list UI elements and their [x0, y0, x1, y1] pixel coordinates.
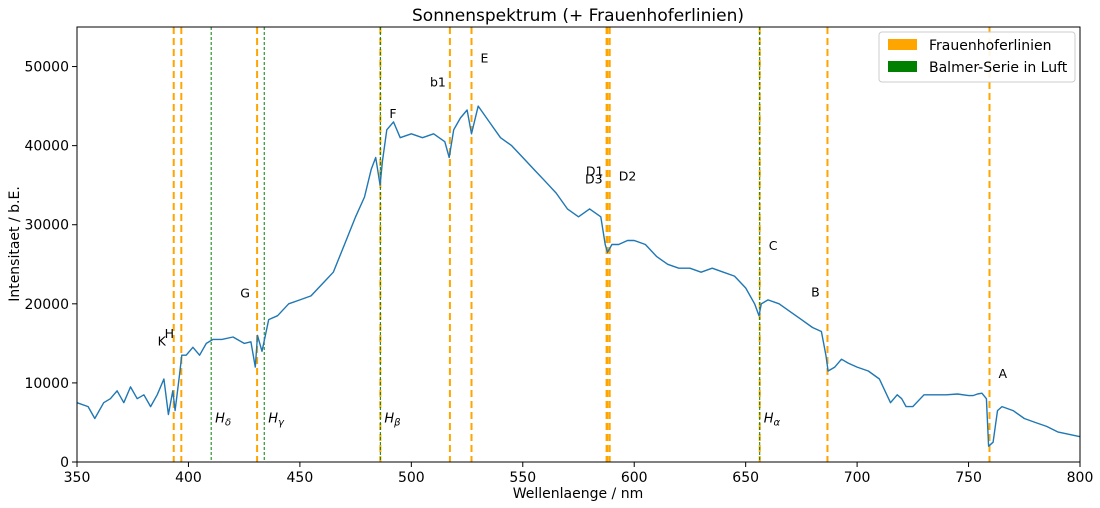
balmer-label-1: Hγ [268, 411, 285, 428]
x-tick-label: 650 [732, 470, 759, 486]
fraunhofer-label-B: B [811, 285, 820, 300]
chart-title: Sonnenspektrum (+ Frauenhoferlinien) [412, 6, 744, 26]
fraunhofer-label-E: E [481, 51, 489, 66]
fraunhofer-label-A: A [999, 366, 1008, 381]
y-tick-label: 30000 [24, 218, 69, 234]
x-tick-label: 600 [621, 470, 648, 486]
y-tick-label: 0 [60, 455, 69, 471]
legend-swatch-frauenhofer [888, 39, 917, 50]
fraunhofer-label-C: C [769, 238, 778, 253]
spectrum-line [76, 105, 1081, 447]
axes-frame [76, 26, 1081, 463]
fraunhofer-label-b1: b1 [430, 74, 446, 89]
legend-label-balmer: Balmer-Serie in Luft [929, 60, 1068, 76]
legend-box [878, 31, 1076, 83]
fraunhofer-label-D1: D1 [586, 164, 604, 179]
x-tick-label: 750 [955, 470, 982, 486]
x-tick-label: 400 [175, 470, 202, 486]
fraunhofer-label-H: H [165, 326, 174, 341]
x-tick-label: 800 [1067, 470, 1094, 486]
balmer-label-2: Hβ [384, 411, 401, 428]
balmer-label-3: Hα [764, 411, 781, 428]
fraunhofer-label-G: G [240, 285, 250, 300]
balmer-label-0: Hδ [215, 411, 231, 428]
y-axis-label: Intensitaet / b.E. [7, 186, 23, 302]
x-tick-label: 700 [844, 470, 871, 486]
y-tick-label: 10000 [24, 376, 69, 392]
legend: Frauenhoferlinien Balmer-Serie in Luft [878, 31, 1076, 83]
x-axis-label: Wellenlaenge / nm [513, 486, 643, 502]
fraunhofer-label-F: F [389, 106, 396, 121]
y-tick-label: 40000 [24, 139, 69, 155]
axis-ticks: 350 400 450 500 550 600 650 700 750 800 0 10000 2000… [24, 60, 1093, 486]
y-tick-label: 20000 [24, 297, 69, 313]
fraunhofer-label-D3: D3 [585, 172, 603, 187]
y-tick-label: 50000 [24, 60, 69, 76]
x-tick-label: 450 [287, 470, 314, 486]
legend-label-frauenhofer: Frauenhoferlinien [929, 38, 1052, 54]
x-tick-label: 350 [64, 470, 91, 486]
fraunhofer-label-D2: D2 [619, 168, 637, 183]
legend-swatch-balmer [888, 61, 917, 72]
x-tick-label: 500 [398, 470, 425, 486]
x-tick-label: 550 [509, 470, 536, 486]
fraunhofer-label-K: K [158, 334, 167, 349]
